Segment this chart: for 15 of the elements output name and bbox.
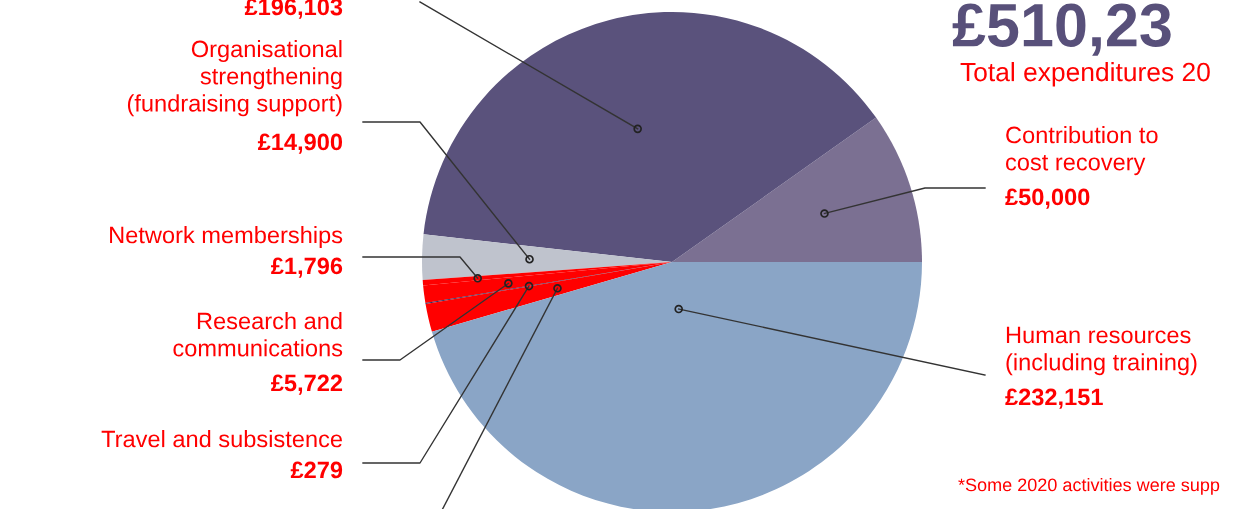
slice-label: Network memberships <box>110 226 343 249</box>
slice-label: Travel and subsistence <box>101 430 342 448</box>
slice-label: Research and communications <box>173 312 343 357</box>
chart-title: £510,23 <box>952 3 1171 56</box>
data-label: £232,151 <box>1005 388 1103 409</box>
text: Total expenditures 20 <box>960 62 1210 87</box>
slice-label: Contribution to cost recovery <box>1006 126 1158 176</box>
data-label: £50,000 <box>1005 188 1090 209</box>
data-label: £1,796 <box>271 257 343 278</box>
data-label: £5,722 <box>271 374 343 395</box>
text: *Some 2020 activities were supp <box>958 478 1220 495</box>
data-label: £279 <box>290 461 343 479</box>
slice-label: Human resources (including training) <box>1006 326 1197 376</box>
data-label: £14,900 <box>257 133 343 154</box>
slice-label: Organisational strengthening (fundraising support) <box>127 40 342 117</box>
